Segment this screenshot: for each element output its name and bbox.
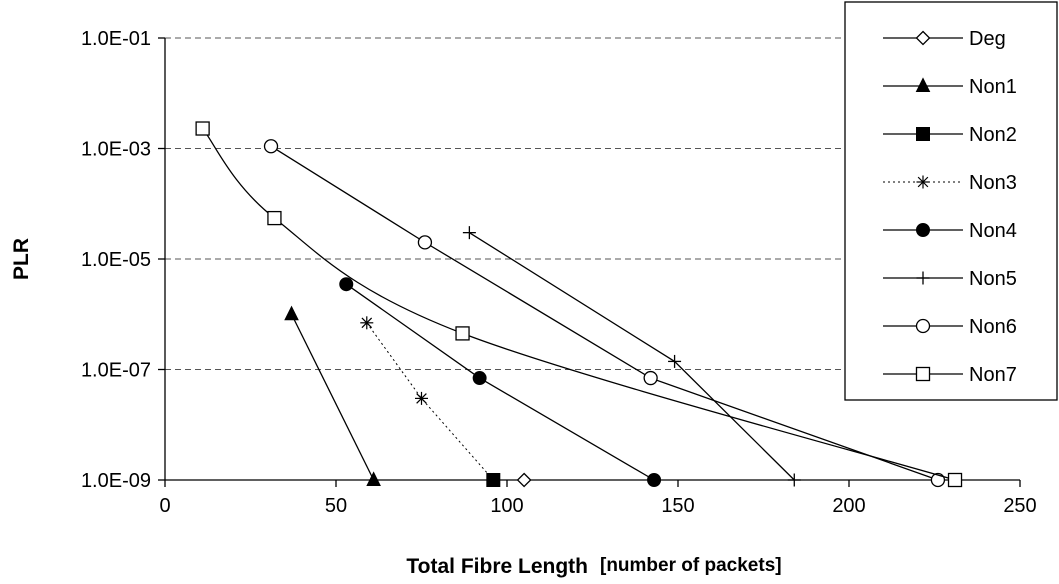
series	[195, 121, 963, 488]
y-tick-label: 1.0E-07	[81, 360, 151, 382]
y-tick-label: 1.0E-09	[81, 470, 151, 492]
legend-non4-label: Non4	[969, 220, 1017, 242]
legend-non2-label: Non2	[969, 124, 1017, 146]
legend-non1-marker	[915, 77, 931, 92]
legend-non7-marker	[915, 366, 931, 382]
legend-non3-label: Non3	[969, 172, 1017, 194]
legend-non1: Non1	[883, 76, 1017, 98]
legend-non4-marker	[916, 223, 930, 237]
x-axis-label: Total Fibre Length	[406, 555, 588, 578]
series-non7-line	[202, 128, 956, 481]
series-non3	[360, 316, 500, 487]
legend-non5: Non5	[883, 268, 1017, 290]
series-non3-line	[366, 322, 494, 481]
series-non6-line	[270, 145, 939, 481]
legend-non2: Non2	[883, 124, 1017, 146]
legend-non7: Non7	[883, 364, 1017, 386]
y-tick-label: 1.0E-03	[81, 139, 151, 161]
y-tick-label: 1.0E-01	[81, 28, 151, 50]
x-ticks: 0 50 100 150 200 250	[159, 480, 1037, 517]
legend-non1-label: Non1	[969, 76, 1017, 98]
legend-non2-marker	[916, 127, 930, 141]
series-non6-marker	[417, 235, 433, 250]
series-non3-marker	[486, 473, 500, 487]
legend-non6-label: Non6	[969, 316, 1017, 338]
y-axis-label: PLR	[10, 238, 33, 280]
x-tick-label: 150	[661, 495, 694, 517]
legend-non5-marker	[916, 271, 930, 285]
series-non1-line	[290, 313, 375, 481]
series-non7-marker	[455, 326, 470, 341]
legend-deg: Deg	[883, 28, 1006, 50]
legend-non6-marker	[915, 318, 931, 334]
x-tick-label: 100	[490, 495, 523, 517]
series-non3-marker	[360, 316, 374, 330]
x-tick-label: 50	[325, 495, 347, 517]
series-non7-marker	[947, 472, 963, 488]
series-non5	[462, 226, 801, 487]
y-tick-label: 1.0E-05	[81, 249, 151, 271]
series-non6-marker	[930, 472, 946, 488]
legend-box	[844, 1, 1058, 401]
x-tick-label: 0	[159, 495, 170, 517]
legend-non7-label: Non7	[969, 364, 1017, 386]
series-non4-line	[345, 283, 655, 481]
series-non4-marker	[472, 371, 487, 386]
series-non7	[195, 121, 963, 488]
x-axis-unit: [number of packets]	[600, 555, 782, 576]
series-non7-marker	[267, 210, 282, 226]
series-non1-marker	[284, 305, 299, 321]
legend-deg-label: Deg	[969, 28, 1006, 50]
y-ticks: 1.0E-09 1.0E-07 1.0E-05 1.0E-03 1.0E-01	[81, 28, 165, 492]
series-non5-marker	[462, 226, 476, 240]
series-non6	[263, 139, 946, 488]
legend-non5-label: Non5	[969, 268, 1017, 290]
x-tick-label: 200	[832, 495, 865, 517]
series-non6-marker	[263, 139, 279, 154]
series-non3-marker	[415, 391, 428, 405]
series-non6-marker	[643, 370, 658, 386]
legend-non3-marker	[916, 175, 930, 189]
legend-non4: Non4	[883, 220, 1017, 242]
x-tick-label: 250	[1003, 495, 1036, 517]
series-non1	[284, 305, 381, 486]
series-deg	[516, 472, 532, 488]
series-non4-marker	[647, 473, 662, 487]
series-non4-marker	[339, 277, 354, 292]
legend-non3: Non3	[883, 172, 1017, 194]
series-non5-marker	[787, 473, 801, 487]
series-non5-line	[469, 232, 795, 481]
series-non1-marker	[366, 471, 381, 486]
series-deg-marker	[516, 472, 532, 488]
legend: Deg Non1 Non2 Non3 Non4 Non5 Non6 Non7	[844, 1, 1058, 401]
series-non5-marker	[668, 354, 682, 368]
series-non4	[339, 277, 662, 487]
legend-non6: Non6	[883, 316, 1017, 338]
series-non7-marker	[195, 121, 210, 136]
legend-deg-marker	[915, 30, 931, 46]
